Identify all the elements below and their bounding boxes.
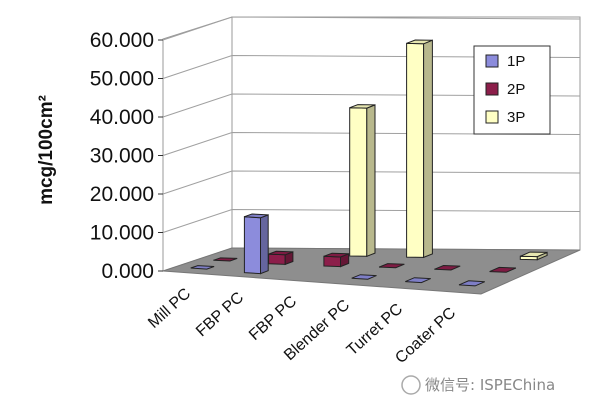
bar-top <box>349 104 376 109</box>
bar-1p <box>243 213 269 275</box>
bar-3p <box>519 251 548 261</box>
bar-front <box>268 253 286 265</box>
bar-top <box>323 252 349 258</box>
bar-top <box>378 263 405 269</box>
bar-front <box>323 255 341 268</box>
bar-side <box>366 104 376 258</box>
watermark: 微信号: ISPEChina <box>401 375 555 395</box>
bar-front <box>243 216 261 275</box>
bar-1p <box>405 277 431 284</box>
y-tick-label: 40.000 <box>90 106 154 129</box>
bar-2p <box>489 266 517 273</box>
gridlines <box>162 16 581 233</box>
bar-3p <box>349 104 376 258</box>
bar-top <box>190 265 215 270</box>
y-tick-label: 10.000 <box>90 222 154 245</box>
bar-2p <box>268 250 294 266</box>
bar-top <box>244 213 269 219</box>
y-tick-label: 60.000 <box>90 29 154 52</box>
legend-swatch <box>485 82 499 96</box>
bar-top <box>434 264 461 271</box>
bar-1p <box>190 265 215 270</box>
bar-front <box>406 42 425 258</box>
bars <box>190 39 548 287</box>
gridline <box>162 208 581 233</box>
y-tick-label: 50.000 <box>90 68 154 91</box>
bar-2p <box>213 257 238 262</box>
bar-top <box>489 266 517 273</box>
bar-3p <box>406 39 433 259</box>
gridline <box>162 170 581 195</box>
legend-swatch <box>485 110 499 124</box>
gridline <box>162 93 581 118</box>
legend-label: 1P <box>507 53 525 70</box>
x-tick-label: FBP PC <box>193 289 247 340</box>
bar-2p <box>378 263 405 269</box>
bar-2p <box>434 264 461 271</box>
gridline <box>162 54 581 79</box>
x-tick-label: FBP PC <box>246 293 300 344</box>
bar-2p <box>323 252 350 268</box>
y-tick-label: 0.000 <box>101 260 154 283</box>
bar-top <box>268 250 294 256</box>
wechat-icon <box>401 375 421 395</box>
bar-top <box>406 39 433 45</box>
bar-front <box>349 107 368 257</box>
y-axis-ticks: 0.000 10.000 20.000 30.000 40.000 50.000 60.00… <box>90 29 163 283</box>
y-tick-label: 20.000 <box>90 183 154 206</box>
bar-top <box>213 257 238 262</box>
bar-top <box>405 277 431 284</box>
watermark-text: 微信号: ISPEChina <box>425 376 555 394</box>
bar-side <box>423 39 433 259</box>
legend-label: 2P <box>507 81 525 98</box>
bar-top <box>351 274 377 280</box>
y-tick-label: 30.000 <box>90 145 154 168</box>
bar-1p <box>458 280 485 287</box>
bar-side <box>260 214 269 275</box>
y-axis-label: mcg/100cm² <box>36 95 57 205</box>
bar-top <box>458 280 485 287</box>
gridline <box>162 16 581 41</box>
legend: 1P 2P 3P <box>473 45 551 135</box>
legend-label: 3P <box>507 109 525 126</box>
legend-swatch <box>485 54 499 68</box>
bar-top <box>520 251 548 258</box>
bar-1p <box>351 274 377 280</box>
gridline <box>162 131 581 156</box>
x-tick-label: Mill PC <box>145 285 194 332</box>
